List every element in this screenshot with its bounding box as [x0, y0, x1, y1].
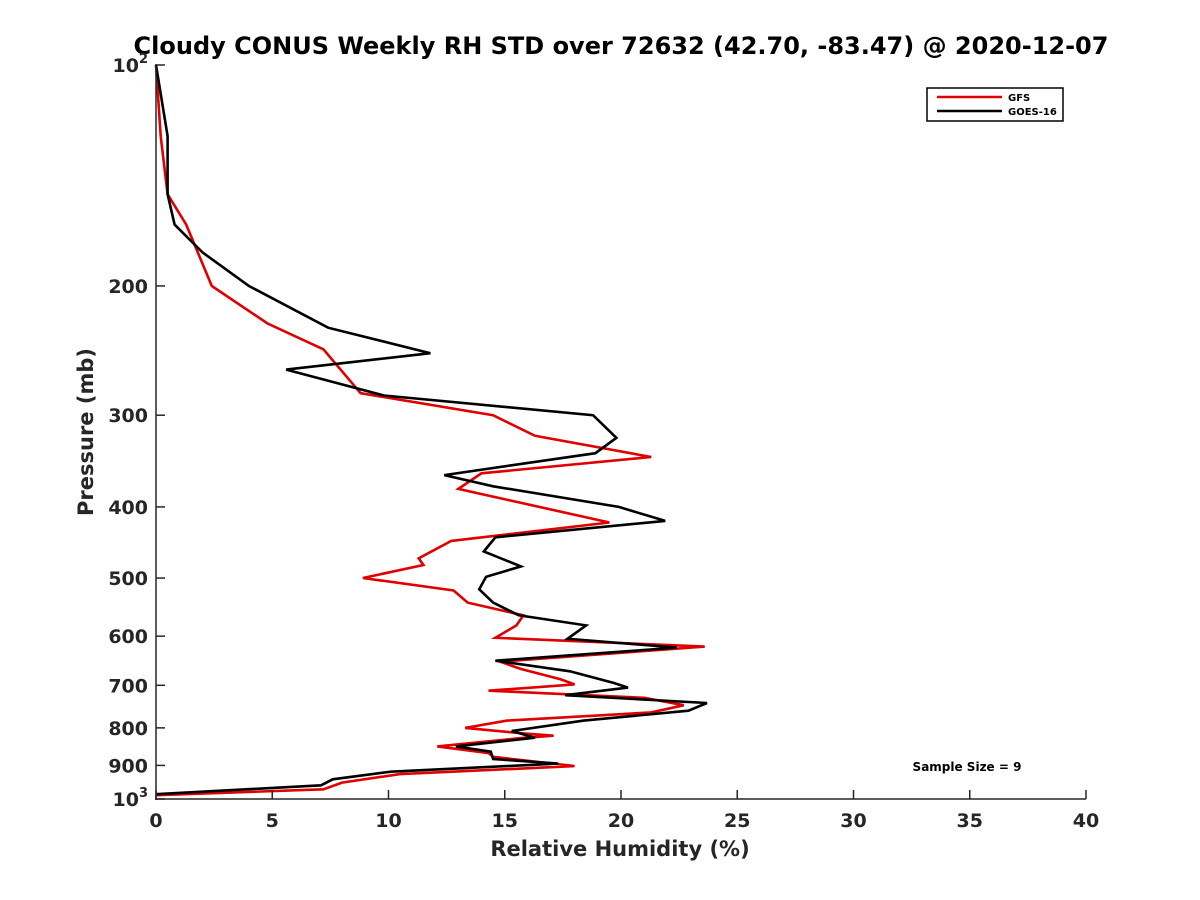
x-tick-label: 30: [840, 810, 866, 832]
legend-box: [926, 87, 1064, 122]
plot-lines: [154, 64, 708, 797]
y-tick-label: 400: [108, 497, 148, 519]
chart-title: Cloudy CONUS Weekly RH STD over 72632 (4…: [134, 32, 1109, 60]
y-tick-label: 300: [108, 405, 148, 427]
series-line-gfs: [154, 64, 705, 797]
y-tick-label: 500: [108, 568, 148, 590]
x-tick-label: 5: [266, 810, 279, 832]
x-tick-label: 0: [149, 810, 162, 832]
y-tick-label: 103: [113, 786, 149, 811]
y-axis-label: Pressure (mb): [74, 348, 98, 516]
y-tick-label: 200: [108, 276, 148, 298]
x-tick-label: 15: [492, 810, 518, 832]
series-line-goes-16: [154, 64, 708, 796]
x-tick-label: 25: [724, 810, 750, 832]
y-ticks: 102 200 300 400 500 600 700 800 900 103: [108, 52, 165, 811]
y-tick-label: 102: [113, 52, 149, 77]
legend-label: GOES-16: [1008, 107, 1057, 118]
y-tick-label: 600: [108, 626, 148, 648]
legend-label: GFS: [1008, 93, 1030, 104]
y-tick-label: 700: [108, 675, 148, 697]
x-ticks: 0 5 10 15 20 25 30 35 40: [149, 790, 1099, 832]
y-tick-label: 900: [108, 755, 148, 777]
y-tick-label: 800: [108, 718, 148, 740]
x-tick-label: 35: [957, 810, 983, 832]
legend: GFS GOES-16: [926, 87, 1064, 122]
x-tick-label: 10: [375, 810, 401, 832]
x-axis-label: Relative Humidity (%): [490, 837, 749, 861]
x-tick-label: 20: [608, 810, 634, 832]
x-tick-label: 40: [1073, 810, 1099, 832]
sample-size-annotation: Sample Size = 9: [913, 760, 1022, 774]
